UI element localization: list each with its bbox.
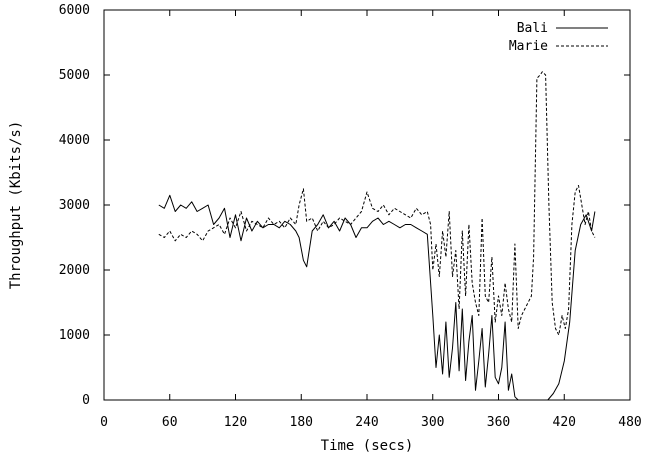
y-tick-label: 3000 xyxy=(59,198,90,213)
series-line-bali xyxy=(158,194,596,401)
x-tick-label: 0 xyxy=(100,415,108,430)
plot-frame xyxy=(103,9,631,401)
series-layer xyxy=(158,71,596,401)
legend-label-bali: Bali xyxy=(517,21,548,36)
x-tick-label: 480 xyxy=(618,415,641,430)
x-tick-label: 360 xyxy=(487,415,510,430)
legend: Bali Marie xyxy=(509,21,608,54)
x-tick-label: 240 xyxy=(355,415,378,430)
legend-label-marie: Marie xyxy=(509,39,548,54)
y-tick-label: 5000 xyxy=(59,68,90,83)
series-line-marie xyxy=(158,71,596,336)
x-tick-label: 300 xyxy=(421,415,444,430)
x-tick-label: 120 xyxy=(224,415,247,430)
y-tick-label: 6000 xyxy=(59,3,90,18)
y-tick-label: 4000 xyxy=(59,133,90,148)
y-axis-title: Throughput (Kbits/s) xyxy=(8,121,24,290)
x-tick-label: 420 xyxy=(553,415,576,430)
y-tick-label: 2000 xyxy=(59,263,90,278)
x-axis-title: Time (secs) xyxy=(321,438,414,454)
x-tick-label: 60 xyxy=(162,415,178,430)
y-tick-label: 1000 xyxy=(59,328,90,343)
axis-ticks: 0 60 120 180 240 300 360 420 480 0 1000 2000 3000 400… xyxy=(59,3,642,430)
y-tick-label: 0 xyxy=(82,393,90,408)
x-tick-label: 180 xyxy=(290,415,313,430)
